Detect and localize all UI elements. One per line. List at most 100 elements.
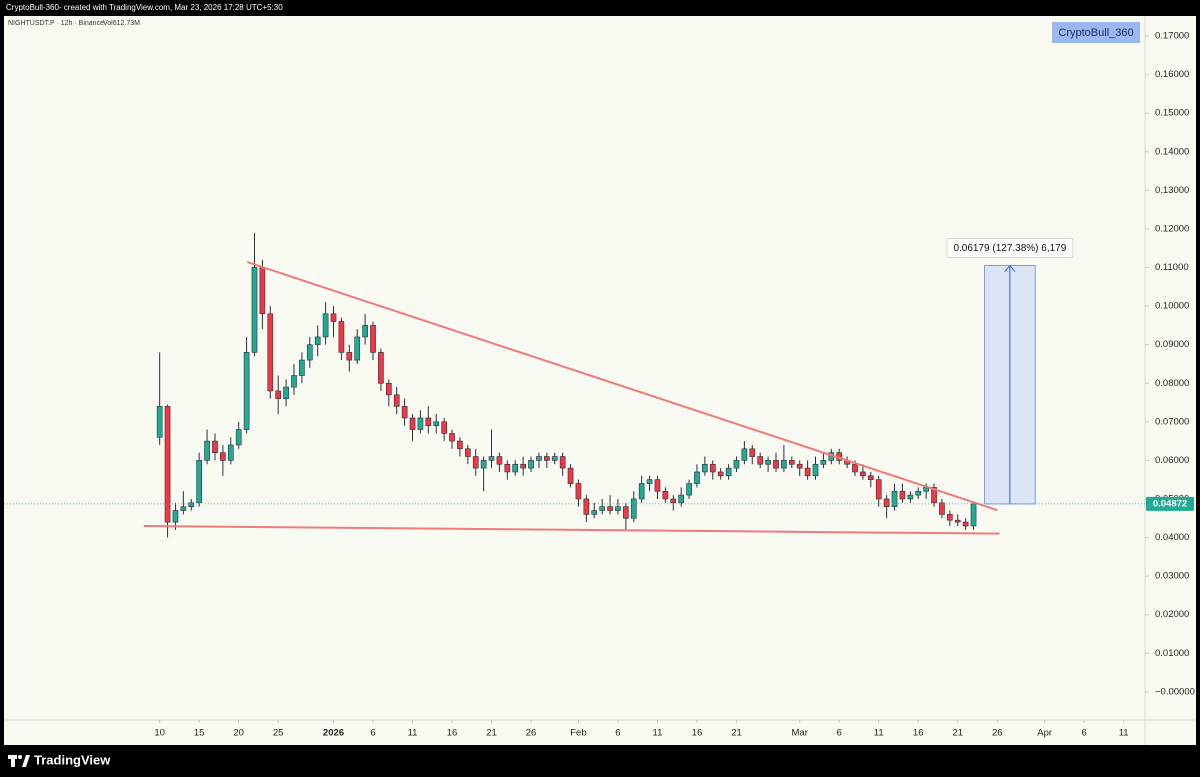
x-tick-label: 11 xyxy=(874,728,884,739)
candle-body xyxy=(180,506,187,511)
measure-arrowhead xyxy=(1004,264,1016,272)
candle-body xyxy=(346,352,353,361)
candle-body xyxy=(725,467,732,477)
candle-body xyxy=(875,479,882,500)
candle-body xyxy=(796,463,803,469)
watermark-box xyxy=(1052,22,1140,43)
candle-body xyxy=(662,490,669,500)
candle-body xyxy=(615,506,621,511)
candle-body xyxy=(678,494,685,504)
x-tick-label: 16 xyxy=(913,728,924,739)
trendline xyxy=(247,261,998,512)
x-tick-label: 16 xyxy=(447,728,458,739)
x-tick-label: 16 xyxy=(692,728,703,739)
candle-body xyxy=(393,394,400,407)
candle-body xyxy=(417,417,424,430)
candle-body xyxy=(709,463,716,473)
candle-body xyxy=(804,467,811,477)
candle-body xyxy=(741,448,748,461)
candle-body xyxy=(212,440,218,453)
candle-body xyxy=(947,514,953,521)
candle-body xyxy=(425,417,432,426)
candle-body xyxy=(267,313,274,392)
candle-body xyxy=(536,456,542,461)
candle-body xyxy=(915,490,922,496)
candle-body xyxy=(717,471,724,477)
candle-body xyxy=(314,336,321,345)
y-tick-label: 0.10000 xyxy=(1155,301,1189,312)
x-tick-label: 26 xyxy=(992,728,1003,739)
x-tick-label: 20 xyxy=(233,728,244,739)
x-tick-label: Mar xyxy=(792,728,808,739)
candle-body xyxy=(891,490,898,507)
measure-label: 0.06179 (127.38%) 6,179 xyxy=(953,243,1066,254)
y-tick-label: 0.11000 xyxy=(1155,262,1189,273)
y-tick-label: 0.07000 xyxy=(1155,416,1189,427)
candle-body xyxy=(733,460,740,469)
y-tick-label: 0.16000 xyxy=(1155,69,1189,80)
volume: Vol612.73M xyxy=(103,20,140,27)
x-tick-label: 2026 xyxy=(323,728,344,739)
candle-body xyxy=(464,448,471,457)
y-tick-label: −0.00000 xyxy=(1155,686,1195,697)
candle-body xyxy=(852,463,858,473)
candle-body xyxy=(235,429,242,446)
candle-body xyxy=(686,483,692,496)
candle-body xyxy=(954,519,961,523)
chart-title: NIGHTUSDT.P · 12h · Binance xyxy=(8,20,104,27)
candle-body xyxy=(378,352,384,384)
last-price-box xyxy=(1146,496,1194,511)
candle-body xyxy=(227,444,234,461)
candle-body xyxy=(385,382,392,396)
x-tick-label: 25 xyxy=(273,728,284,739)
candle-body xyxy=(773,460,779,469)
brand: TradingView xyxy=(34,752,111,767)
brand-logo xyxy=(8,755,30,767)
candle-body xyxy=(156,406,163,438)
caption: CryptoBull-360- created with TradingView… xyxy=(6,3,283,12)
candle-body xyxy=(401,406,408,419)
candle-body xyxy=(291,375,297,388)
candle-body xyxy=(433,421,440,426)
candle-body xyxy=(512,463,519,473)
candle-body xyxy=(283,386,289,399)
y-tick-label: 0.14000 xyxy=(1155,146,1189,157)
x-tick-label: 11 xyxy=(653,728,663,739)
candle-body xyxy=(164,406,171,523)
x-tick-label: 10 xyxy=(154,728,165,739)
candle-body xyxy=(496,456,503,465)
x-tick-label: 21 xyxy=(952,728,963,739)
candle-body xyxy=(243,352,250,430)
candle-body xyxy=(607,506,613,511)
candle-body xyxy=(907,494,914,500)
candle-body xyxy=(354,336,361,361)
y-tick-label: 0.13000 xyxy=(1155,185,1189,196)
y-tick-label: 0.12000 xyxy=(1155,223,1189,234)
candle-body xyxy=(528,460,534,469)
candle-body xyxy=(623,506,629,519)
x-tick-label: 26 xyxy=(526,728,537,739)
candle-body xyxy=(654,479,661,492)
candle-body xyxy=(188,502,195,507)
candle-body xyxy=(575,483,582,500)
candle-body xyxy=(409,417,416,430)
candle-body xyxy=(299,359,305,376)
candle-body xyxy=(544,456,550,461)
candle-body xyxy=(259,267,266,315)
candle-body xyxy=(370,325,376,353)
candle-body xyxy=(867,475,874,480)
candle-body xyxy=(330,313,337,322)
x-tick-label: 11 xyxy=(408,728,418,739)
candle-body xyxy=(251,267,258,353)
candle-body xyxy=(457,440,463,450)
x-tick-label: 15 xyxy=(194,728,205,739)
candle-body xyxy=(204,440,210,461)
candle-body xyxy=(551,456,558,461)
candle-body xyxy=(765,460,771,465)
candle-body xyxy=(480,460,487,469)
candle-body xyxy=(591,510,598,515)
candle-body xyxy=(646,479,653,484)
candle-body xyxy=(504,463,511,473)
watermark: CryptoBull_360 xyxy=(1058,27,1133,39)
y-tick-label: 0.09000 xyxy=(1155,339,1189,350)
